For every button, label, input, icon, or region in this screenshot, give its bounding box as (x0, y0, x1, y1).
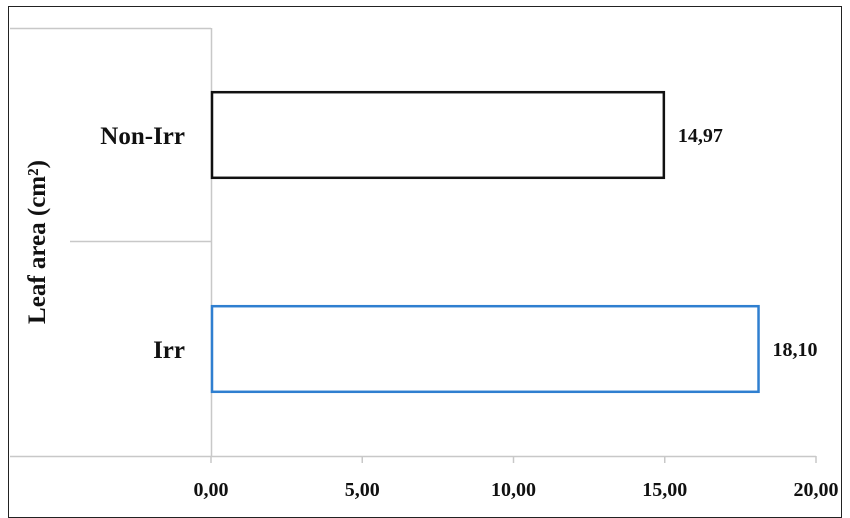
bar-irr (210, 304, 760, 394)
x-axis-ticks: 0,00 5,00 10,00 15,00 20,00 (194, 456, 839, 501)
x-tick-label: 0,00 (194, 479, 229, 501)
category-label-non-irr: Non-Irr (100, 123, 185, 150)
category-label-irr: Irr (153, 337, 185, 364)
x-tick-label: 5,00 (345, 479, 380, 501)
y-axis-title: Leaf area (cm²) (24, 160, 51, 324)
bar-non-irr (210, 90, 666, 180)
data-label-irr: 18,10 (773, 339, 818, 361)
x-tick-label: 10,00 (491, 479, 536, 501)
x-tick-label: 20,00 (794, 479, 839, 501)
bars-group: Non-Irr 14,97 Irr 18,10 (100, 90, 818, 394)
data-label-non-irr: 14,97 (678, 125, 723, 147)
x-tick-label: 15,00 (642, 479, 687, 501)
chart-frame (8, 6, 842, 518)
